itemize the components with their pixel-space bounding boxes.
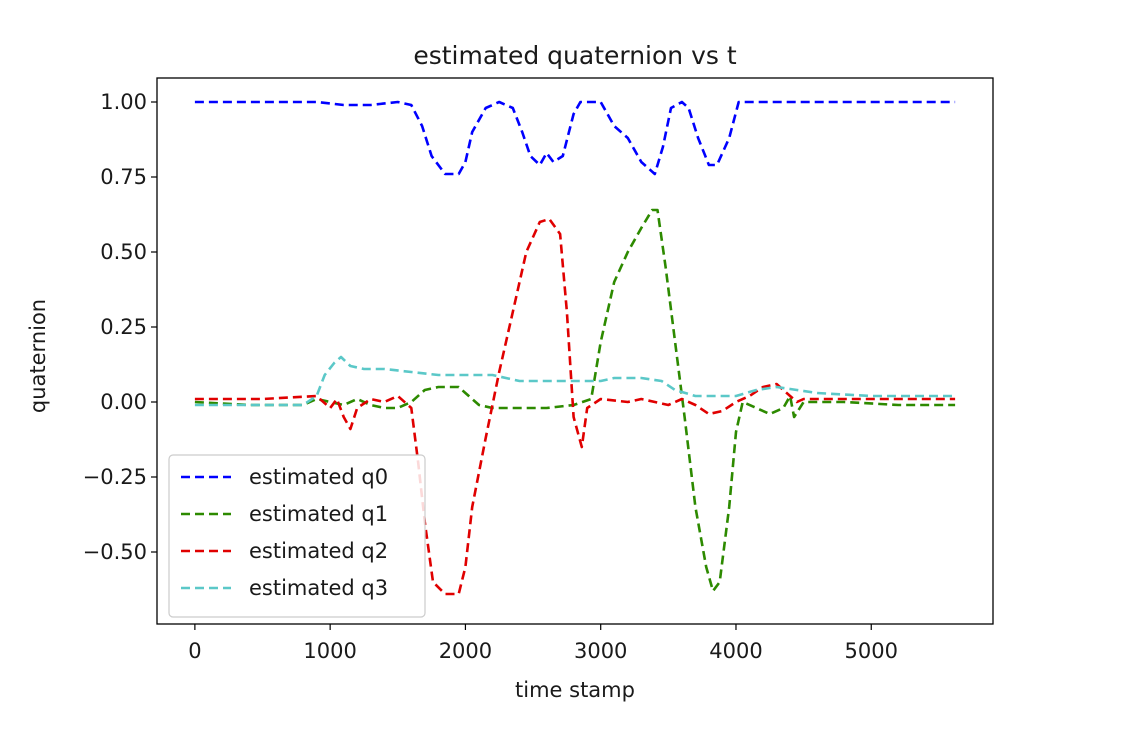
y-axis-label: quaternion — [26, 299, 50, 413]
plot-frame — [156, 77, 994, 625]
plot-area — [194, 100, 956, 596]
y-tick-label: 0.50 — [100, 240, 147, 264]
y-tick-label: 0.00 — [100, 390, 147, 414]
series-line-q1 — [194, 208, 956, 593]
y-tick-label: −0.25 — [83, 465, 147, 489]
legend: estimated q0 estimated q1 estimated q2 esti… — [168, 454, 426, 618]
y-tick-label: 1.00 — [100, 90, 147, 114]
x-axis-label: time stamp — [515, 678, 635, 702]
x-tick-label: 0 — [188, 639, 201, 663]
y-tick-label: −0.50 — [83, 540, 147, 564]
legend-label-q2: estimated q2 — [249, 539, 388, 563]
legend-label-q0: estimated q0 — [249, 465, 388, 489]
chart-title: estimated quaternion vs t — [413, 41, 737, 70]
y-tick-label: 0.75 — [100, 165, 147, 189]
x-tick-label: 4000 — [709, 639, 762, 663]
x-tick-label: 2000 — [439, 639, 492, 663]
legend-label-q1: estimated q1 — [249, 502, 388, 526]
x-tick-label: 3000 — [574, 639, 627, 663]
series-line-q2 — [194, 217, 956, 596]
x-axis: 0 1000 2000 3000 4000 5000 — [188, 624, 898, 663]
y-tick-label: 0.25 — [100, 315, 147, 339]
legend-label-q3: estimated q3 — [249, 576, 388, 600]
legend-box — [168, 454, 426, 618]
x-tick-label: 5000 — [845, 639, 898, 663]
x-tick-label: 1000 — [303, 639, 356, 663]
series-line-q0 — [194, 100, 956, 176]
y-axis: 1.00 0.75 0.50 0.25 0.00 −0.25 −0.50 — [83, 90, 157, 564]
series-line-q3 — [194, 355, 956, 407]
